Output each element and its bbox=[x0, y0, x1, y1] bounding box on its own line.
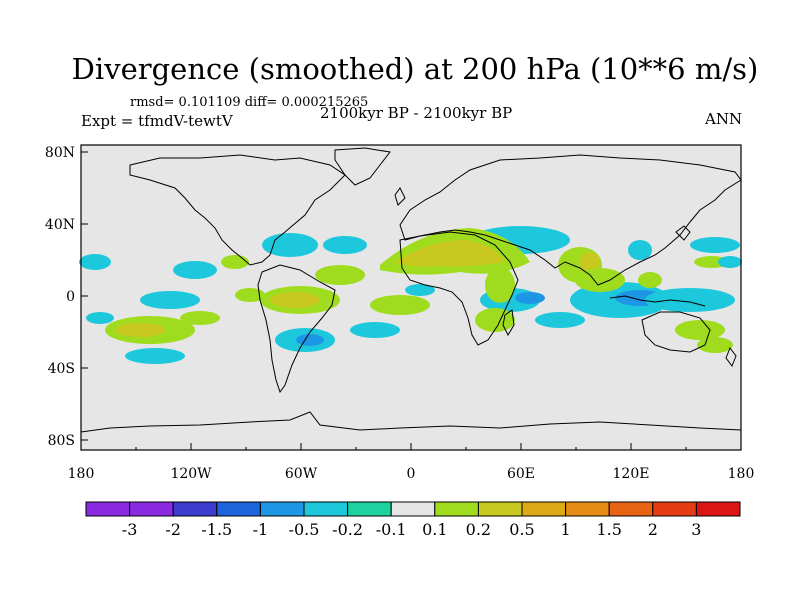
lon-tick-label: 60W bbox=[285, 466, 318, 482]
colorbar-box bbox=[695, 501, 741, 517]
colorbar-box bbox=[608, 501, 654, 517]
lon-tick-label: 60E bbox=[507, 466, 535, 482]
lat-tick-label: 80N bbox=[45, 145, 75, 161]
colorbar-box bbox=[303, 501, 349, 517]
lon-tick-label: 120E bbox=[613, 466, 650, 482]
colorbar-label: -0.2 bbox=[332, 520, 364, 539]
colorbar-label: -0.1 bbox=[375, 520, 407, 539]
lat-tick-label: 0 bbox=[66, 289, 75, 305]
colorbar-label: 2 bbox=[647, 520, 658, 539]
plot-title: Divergence (smoothed) at 200 hPa (10**6 … bbox=[71, 52, 759, 86]
colorbar-box bbox=[390, 501, 436, 517]
colorbar-box bbox=[565, 501, 610, 517]
colorbar-box bbox=[521, 501, 567, 517]
colorbar-label: 0.2 bbox=[465, 520, 492, 539]
stats-text: rmsd= 0.101109 diff= 0.000215265 bbox=[130, 95, 369, 110]
lon-tick-label: 180 bbox=[68, 466, 95, 482]
colorbar-box bbox=[652, 501, 697, 517]
lon-tick-label: 180 bbox=[728, 466, 755, 482]
colorbar-label: -3 bbox=[121, 520, 138, 539]
map-axes: 80N 40N 0 40S 80S 180 120W 60W 0 60E 120E 180 bbox=[45, 145, 754, 482]
lat-tick-label: 80S bbox=[48, 433, 75, 449]
lat-tick-label: 40N bbox=[45, 217, 75, 233]
colorbar bbox=[85, 501, 741, 517]
colorbar-label: 3 bbox=[691, 520, 702, 539]
season-label: ANN bbox=[705, 110, 743, 128]
colorbar-label: 1 bbox=[560, 520, 571, 539]
period-label: 2100kyr BP - 2100kyr BP bbox=[320, 104, 513, 122]
colorbar-label: 1.5 bbox=[596, 520, 622, 539]
lon-tick-label: 0 bbox=[407, 466, 416, 482]
colorbar-label: -0.5 bbox=[288, 520, 320, 539]
colorbar-box bbox=[434, 501, 479, 517]
lat-tick-label: 40S bbox=[48, 361, 75, 377]
lon-tick-label: 120W bbox=[170, 466, 212, 482]
colorbar-box bbox=[347, 501, 392, 517]
colorbar-label: 0.1 bbox=[422, 520, 448, 539]
colorbar-box bbox=[172, 501, 218, 517]
colorbar-label: 0.5 bbox=[509, 520, 535, 539]
colorbar-label: -2 bbox=[165, 520, 181, 539]
experiment-label: Expt = tfmdV-tewtV bbox=[81, 112, 233, 130]
colorbar-box bbox=[259, 501, 305, 517]
colorbar-box bbox=[477, 501, 523, 517]
colorbar-box bbox=[216, 501, 261, 517]
coastlines bbox=[80, 147, 742, 433]
colorbar-label: -1 bbox=[252, 520, 269, 539]
colorbar-label: -1.5 bbox=[201, 520, 233, 539]
colorbar-box bbox=[129, 501, 174, 517]
colorbar-box bbox=[85, 501, 131, 517]
